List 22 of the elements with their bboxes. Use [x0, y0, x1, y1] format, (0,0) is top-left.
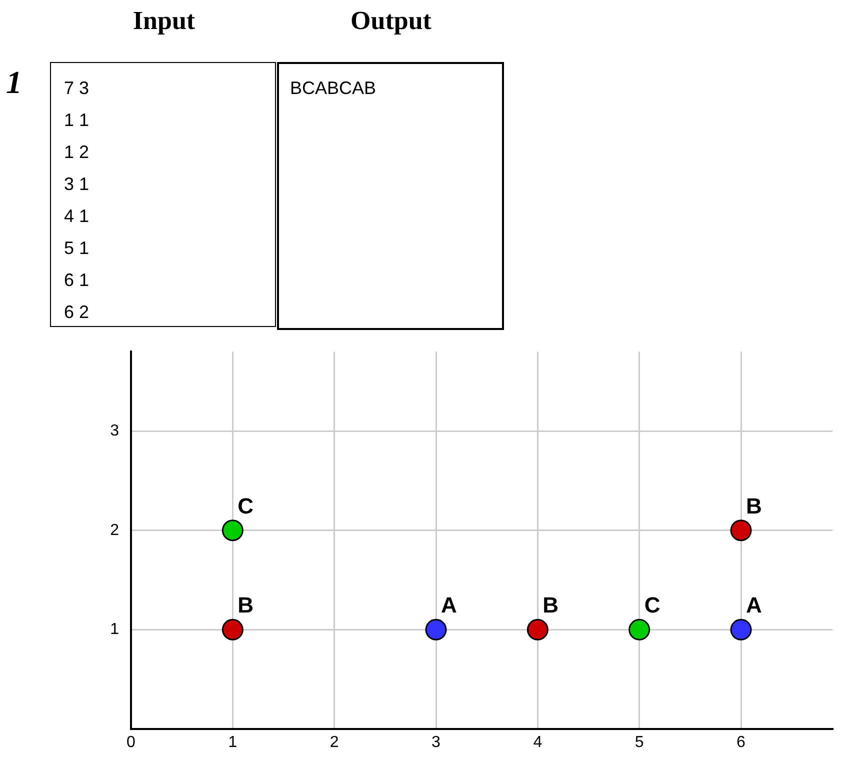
x-tick-label: 1 — [228, 734, 238, 752]
x-tick-label: 3 — [432, 734, 441, 752]
text: 1 — [6, 64, 22, 101]
text: BCABCAB — [290, 77, 376, 100]
text: Output — [350, 6, 432, 36]
x-tick-label: 2 — [330, 734, 339, 752]
x-tick-label: 0 — [126, 734, 136, 752]
text: B — [542, 592, 559, 618]
y-tick-label: 1 — [110, 621, 120, 638]
y-tick-label: 3 — [110, 422, 120, 440]
y-tick-label: 2 — [110, 522, 120, 539]
x-tick-label: 5 — [634, 734, 644, 752]
text: B — [746, 493, 762, 518]
text: C — [238, 493, 254, 518]
x-tick-label: 4 — [533, 734, 542, 752]
text: A — [441, 592, 457, 618]
series-label: C — [644, 592, 660, 618]
x-tick-label: 6 — [736, 734, 746, 752]
text: Input — [132, 6, 196, 36]
text: 7 3 1 1 1 2 3 1 4 1 5 1 6 1 6 2 — [64, 77, 90, 324]
series-label: B — [238, 592, 254, 618]
series-label: A — [746, 592, 762, 618]
